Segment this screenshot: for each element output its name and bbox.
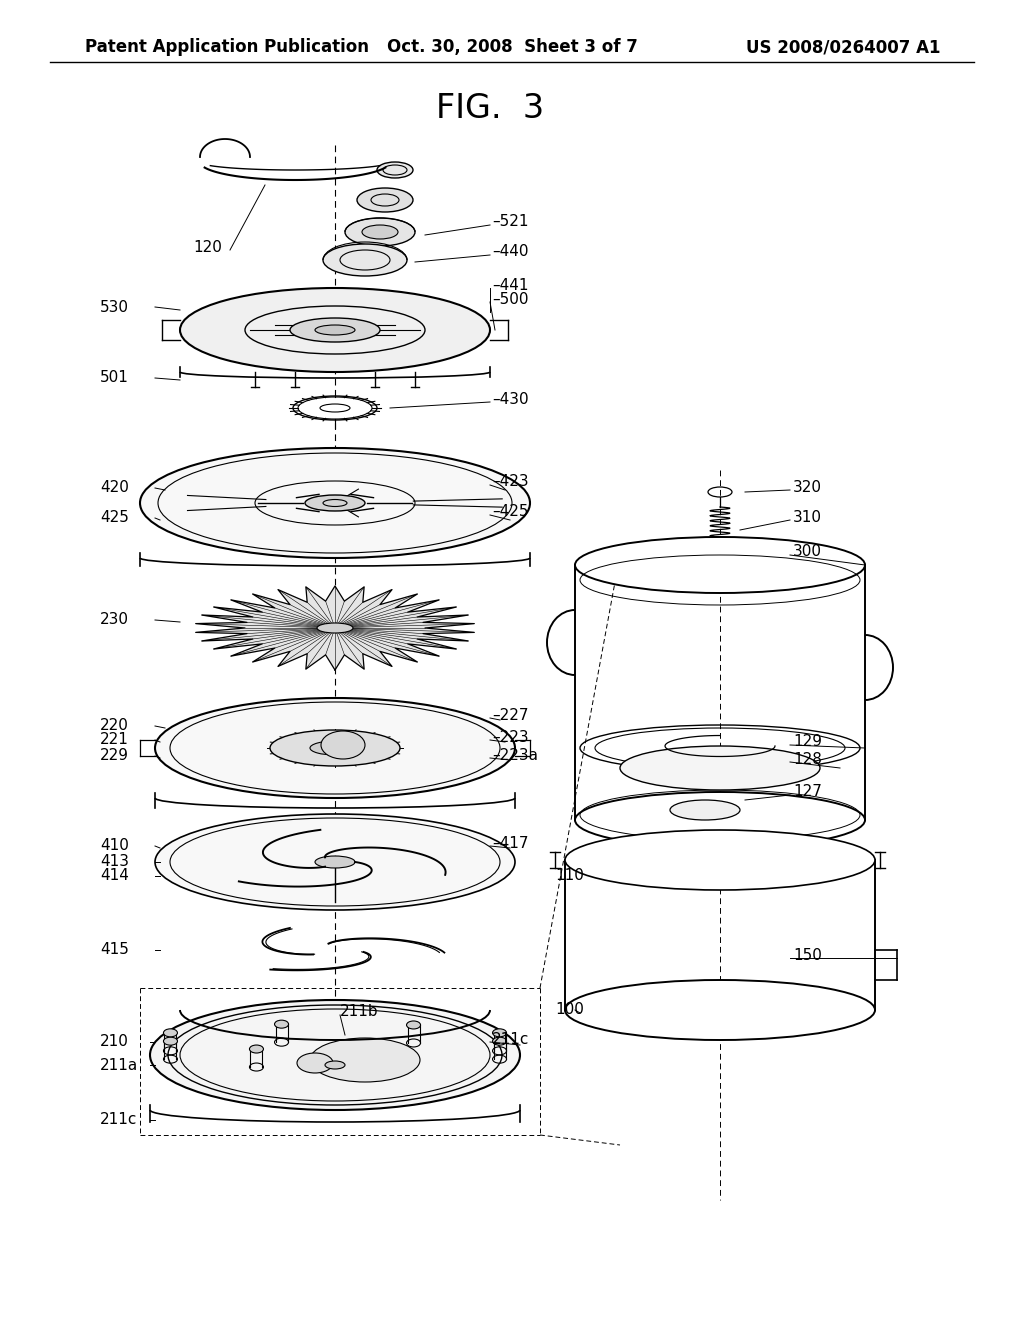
Text: 410: 410	[100, 838, 129, 854]
Ellipse shape	[155, 814, 515, 909]
Ellipse shape	[670, 800, 740, 820]
Ellipse shape	[362, 224, 398, 239]
Text: 110: 110	[555, 867, 584, 883]
Ellipse shape	[670, 845, 740, 865]
Ellipse shape	[325, 1061, 345, 1069]
Text: 230: 230	[100, 612, 129, 627]
Ellipse shape	[620, 746, 820, 789]
Text: 128: 128	[793, 751, 822, 767]
Text: Patent Application Publication: Patent Application Publication	[85, 38, 369, 55]
Text: –423: –423	[492, 474, 528, 490]
Text: –417: –417	[492, 836, 528, 850]
Text: 211b: 211b	[340, 1005, 379, 1019]
Text: 210: 210	[100, 1035, 129, 1049]
Text: –223: –223	[492, 730, 528, 744]
Ellipse shape	[317, 623, 353, 634]
Text: 420: 420	[100, 480, 129, 495]
Polygon shape	[196, 586, 474, 671]
Ellipse shape	[155, 698, 515, 799]
Text: 320: 320	[793, 480, 822, 495]
Ellipse shape	[274, 1020, 289, 1028]
Ellipse shape	[377, 162, 413, 178]
Text: –500: –500	[492, 292, 528, 306]
Text: 415: 415	[100, 942, 129, 957]
Text: 229: 229	[100, 748, 129, 763]
Text: 300: 300	[793, 544, 822, 560]
Text: 220: 220	[100, 718, 129, 734]
Ellipse shape	[293, 396, 377, 420]
Ellipse shape	[180, 288, 490, 372]
Ellipse shape	[310, 1038, 420, 1082]
Ellipse shape	[315, 855, 355, 869]
Ellipse shape	[140, 447, 530, 558]
Text: –440: –440	[492, 244, 528, 260]
Text: 150: 150	[793, 948, 822, 962]
Text: 211c: 211c	[492, 1031, 529, 1047]
Ellipse shape	[164, 1028, 177, 1036]
Ellipse shape	[407, 1020, 421, 1030]
Text: 310: 310	[793, 510, 822, 524]
Ellipse shape	[321, 731, 365, 759]
Text: 211a: 211a	[100, 1057, 138, 1072]
Text: –441: –441	[492, 277, 528, 293]
Ellipse shape	[565, 979, 874, 1040]
Text: 414: 414	[100, 869, 129, 883]
Text: 221: 221	[100, 733, 129, 747]
Ellipse shape	[305, 495, 365, 511]
Text: –430: –430	[492, 392, 528, 407]
Text: Oct. 30, 2008  Sheet 3 of 7: Oct. 30, 2008 Sheet 3 of 7	[387, 38, 637, 55]
Ellipse shape	[565, 830, 874, 890]
Ellipse shape	[297, 1053, 333, 1073]
Text: 120: 120	[193, 240, 222, 256]
Ellipse shape	[250, 1045, 263, 1053]
Ellipse shape	[150, 1001, 520, 1110]
Ellipse shape	[315, 325, 355, 335]
Text: 211c: 211c	[100, 1113, 137, 1127]
Ellipse shape	[164, 1038, 177, 1045]
Text: 127: 127	[793, 784, 822, 800]
Text: US 2008/0264007 A1: US 2008/0264007 A1	[745, 38, 940, 55]
Ellipse shape	[290, 318, 380, 342]
Text: 425: 425	[100, 511, 129, 525]
Ellipse shape	[270, 730, 400, 766]
Ellipse shape	[493, 1028, 507, 1036]
Text: 100: 100	[555, 1002, 584, 1018]
Text: 413: 413	[100, 854, 129, 870]
Ellipse shape	[323, 244, 407, 276]
Ellipse shape	[575, 792, 865, 847]
Text: 530: 530	[100, 300, 129, 314]
Ellipse shape	[345, 218, 415, 246]
Text: –227: –227	[492, 708, 528, 722]
Ellipse shape	[382, 1045, 395, 1053]
Text: –223a: –223a	[492, 747, 538, 763]
Text: –425: –425	[492, 504, 528, 520]
Text: –521: –521	[492, 214, 528, 230]
Ellipse shape	[310, 741, 360, 755]
Text: 501: 501	[100, 371, 129, 385]
Ellipse shape	[493, 1038, 507, 1045]
Text: FIG.  3: FIG. 3	[436, 91, 544, 124]
Ellipse shape	[357, 187, 413, 213]
Ellipse shape	[575, 537, 865, 593]
Text: 129: 129	[793, 734, 822, 750]
